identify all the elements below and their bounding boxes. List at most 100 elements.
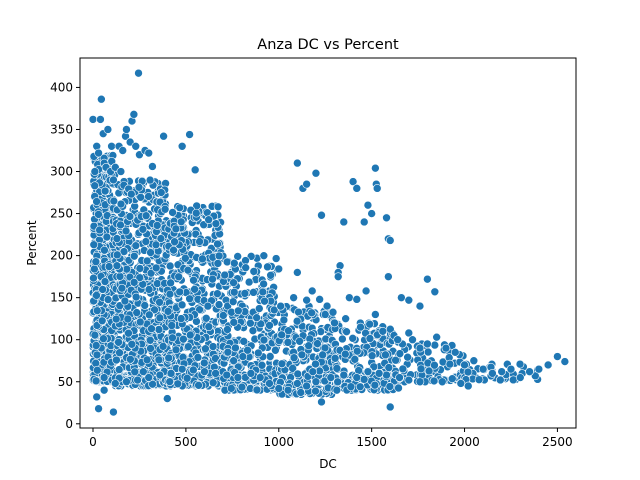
data-point <box>252 313 261 322</box>
data-point <box>98 285 107 294</box>
data-point <box>359 217 369 227</box>
data-point <box>171 224 181 234</box>
data-point <box>211 354 220 363</box>
data-point <box>429 376 439 386</box>
data-point <box>315 295 324 304</box>
data-point <box>277 330 286 340</box>
data-point <box>371 163 380 173</box>
data-point <box>437 377 447 387</box>
data-point <box>118 146 128 155</box>
data-point <box>246 369 256 378</box>
data-point <box>385 382 395 391</box>
data-point <box>302 179 311 189</box>
data-point <box>288 364 297 373</box>
data-point <box>195 237 204 246</box>
data-point <box>463 367 473 377</box>
data-point <box>138 225 148 234</box>
data-point <box>260 296 269 306</box>
data-point <box>240 289 250 298</box>
data-point <box>116 220 125 230</box>
data-point <box>92 365 102 375</box>
data-point <box>284 326 293 336</box>
data-point <box>339 217 349 227</box>
data-point <box>175 203 185 213</box>
data-point <box>131 241 141 250</box>
data-point <box>385 236 395 245</box>
data-point <box>222 257 232 267</box>
data-point <box>179 334 188 344</box>
data-point <box>107 142 116 151</box>
data-point <box>89 240 99 249</box>
data-point <box>185 294 194 304</box>
data-point <box>248 326 258 335</box>
data-point <box>430 360 439 370</box>
data-point <box>136 193 145 202</box>
x-axis-label: DC <box>319 457 337 471</box>
data-point <box>146 248 155 257</box>
data-point <box>385 402 395 412</box>
data-point <box>311 377 321 387</box>
data-point <box>145 175 155 185</box>
data-point <box>297 350 307 360</box>
data-point <box>223 325 232 334</box>
data-point <box>160 204 170 214</box>
data-point <box>311 359 320 369</box>
y-tick-label: 50 <box>58 375 73 389</box>
data-point <box>274 384 284 393</box>
data-point <box>211 219 221 228</box>
data-point <box>125 212 135 221</box>
data-point <box>133 375 142 385</box>
data-point <box>182 373 192 383</box>
data-point <box>156 188 166 197</box>
data-point <box>350 355 360 364</box>
data-point <box>241 256 250 265</box>
data-point <box>295 336 304 346</box>
data-point <box>382 370 391 380</box>
data-point <box>403 352 412 362</box>
data-point <box>146 344 155 353</box>
data-point <box>115 272 125 281</box>
data-point <box>292 316 302 326</box>
data-point <box>144 148 154 158</box>
data-point <box>252 385 262 395</box>
data-point <box>104 262 114 271</box>
data-point <box>181 253 190 263</box>
data-point <box>246 318 255 328</box>
data-point <box>423 339 432 349</box>
data-point <box>333 377 343 387</box>
data-point <box>112 234 122 243</box>
data-point <box>121 226 131 236</box>
data-point <box>127 339 137 349</box>
data-point <box>145 335 155 345</box>
data-point <box>90 330 100 340</box>
data-point <box>144 373 154 382</box>
data-point <box>148 162 157 171</box>
data-point <box>184 342 193 351</box>
data-point <box>211 369 220 378</box>
data-point <box>259 251 269 260</box>
data-point <box>367 209 376 218</box>
data-point <box>200 367 209 376</box>
data-point <box>91 341 101 350</box>
data-point <box>254 304 264 313</box>
data-point <box>553 352 562 361</box>
data-point <box>176 217 186 227</box>
data-point <box>152 221 162 230</box>
data-point <box>111 314 121 324</box>
data-point <box>333 272 343 281</box>
data-point <box>229 287 239 297</box>
data-point <box>117 283 127 293</box>
data-point <box>91 257 101 267</box>
data-point <box>424 366 434 376</box>
data-point <box>168 208 177 217</box>
points-layer <box>88 68 570 417</box>
data-point <box>122 125 131 134</box>
data-point <box>153 279 162 288</box>
data-point <box>131 292 141 302</box>
data-point <box>352 295 362 304</box>
data-point <box>189 365 198 375</box>
data-point <box>234 306 243 316</box>
data-point <box>114 337 123 347</box>
data-point <box>111 379 120 388</box>
data-point <box>99 385 109 395</box>
